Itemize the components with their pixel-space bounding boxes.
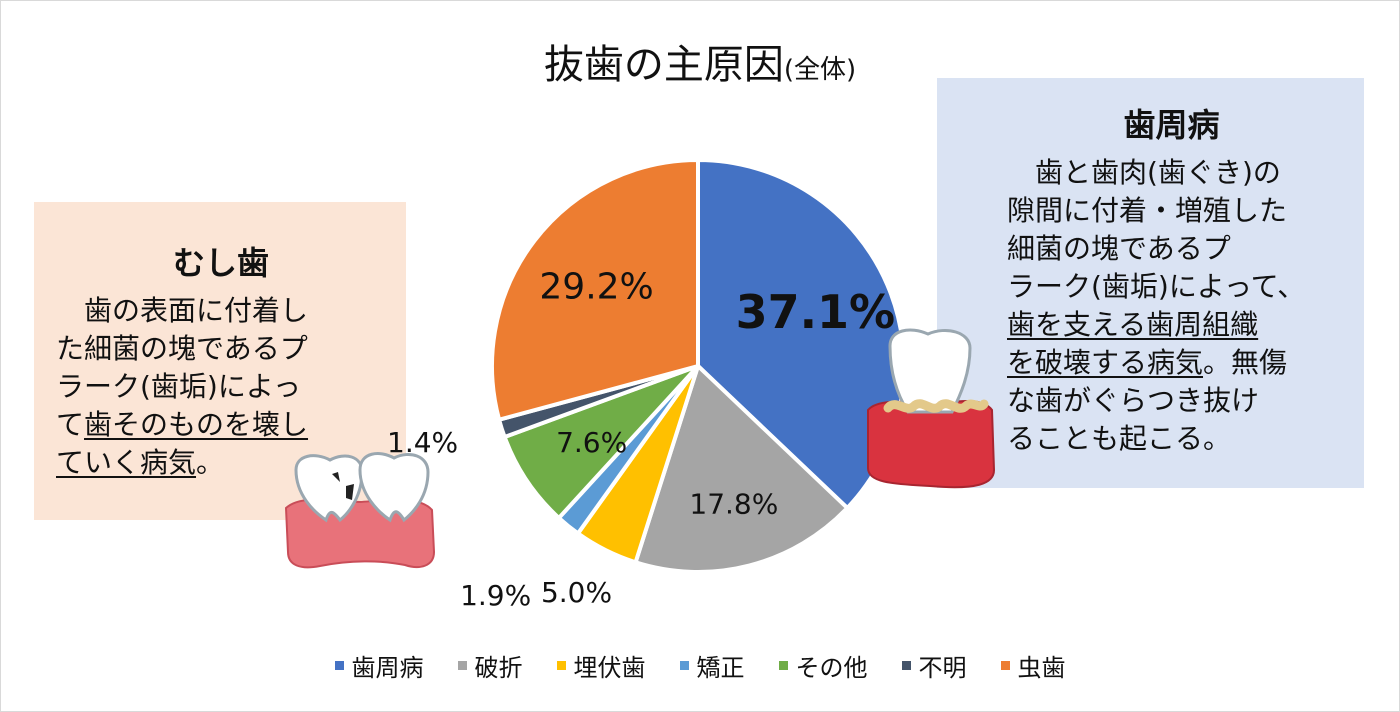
legend-label: 埋伏歯 (573, 654, 646, 682)
periodontal-line-3: 細菌の塊であるプ (1007, 232, 1231, 265)
periodontal-line-5: 歯を支える歯周組織 (1007, 308, 1259, 341)
periodontal-heading: 歯周病 (1123, 106, 1220, 144)
periodontal-line-4: ラーク(歯垢)によって、 (1007, 270, 1306, 303)
legend-item-4: 矯正 (679, 648, 745, 683)
legend-swatch (1000, 661, 1010, 670)
cavity-line-3: ラーク(歯垢)によっ (56, 370, 302, 403)
chart-title-block: 抜歯の主原因(全体) (0, 32, 1400, 90)
cavity-line-1: 歯の表面に付着し (84, 294, 309, 327)
legend-swatch (334, 661, 344, 670)
cavity-heading: むし歯 (172, 244, 269, 282)
legend-label: 歯周病 (351, 654, 424, 682)
legend-swatch (778, 661, 788, 670)
cavity-teeth-icon (284, 452, 436, 569)
legend-label: 矯正 (696, 654, 745, 682)
pie-slice-2 (633, 362, 851, 574)
legend-swatch (901, 661, 911, 670)
periodontal-line-2: 隙間に付着・増殖した (1007, 194, 1288, 227)
legend-swatch (556, 661, 566, 670)
pie-slice-7 (490, 157, 700, 423)
legend-swatch (457, 661, 467, 670)
pie-label-3: 5.0% (541, 576, 612, 609)
legend-swatch (679, 661, 689, 670)
legend-item-5: その他 (778, 648, 868, 683)
legend-item-2: 破折 (457, 648, 523, 683)
legend-label: 破折 (474, 654, 523, 682)
pie-label-4: 1.9% (460, 579, 531, 612)
legend-item-6: 不明 (901, 648, 967, 683)
pie-label-2: 17.8% (689, 488, 778, 521)
periodontal-tooth-icon (867, 328, 996, 489)
periodontal-line-8: ることも起こる。 (1007, 422, 1232, 455)
pie-slices (490, 157, 906, 574)
chart-subtitle: (全体) (783, 55, 857, 85)
legend-item-1: 歯周病 (334, 648, 424, 683)
cavity-line-2: た細菌の塊であるプ (56, 332, 308, 365)
periodontal-description: 歯と歯肉(歯ぐき)の 隙間に付着・増殖した 細菌の塊であるプ ラーク(歯垢)によ… (1007, 154, 1336, 458)
pie-labels: 37.1% 17.8% 5.0% 1.9% 7.6% 1.4% 29.2% (387, 266, 895, 612)
chart-title: 抜歯の主原因 (543, 42, 784, 88)
cavity-description: 歯の表面に付着し た細菌の塊であるプ ラーク(歯垢)によっ て歯そのものを壊し … (56, 292, 386, 482)
legend-item-3: 埋伏歯 (556, 648, 646, 683)
pie-label-5: 7.6% (556, 426, 627, 459)
legend-label: 虫歯 (1017, 654, 1066, 682)
legend-item-7: 虫歯 (1000, 648, 1066, 683)
legend-label: その他 (795, 654, 868, 682)
cavity-line-5: ていく病気。 (56, 446, 225, 479)
periodontal-line-1: 歯と歯肉(歯ぐき)の (1035, 156, 1281, 189)
pie-label-7: 29.2% (539, 266, 653, 307)
periodontal-line-7: な歯がぐらつき抜け (1007, 384, 1260, 417)
periodontal-line-6: を破壊する病気。無傷 (1007, 346, 1288, 379)
pie-label-1: 37.1% (736, 285, 896, 339)
cavity-line-4: て歯そのものを壊し (56, 408, 309, 441)
periodontal-info-box: 歯周病 歯と歯肉(歯ぐき)の 隙間に付着・増殖した 細菌の塊であるプ ラーク(歯… (937, 78, 1364, 488)
legend-label: 不明 (918, 654, 967, 682)
chart-legend: 歯周病 破折 埋伏歯 矯正 その他 不明 虫歯 (0, 648, 1400, 683)
pie-label-6: 1.4% (387, 426, 458, 459)
